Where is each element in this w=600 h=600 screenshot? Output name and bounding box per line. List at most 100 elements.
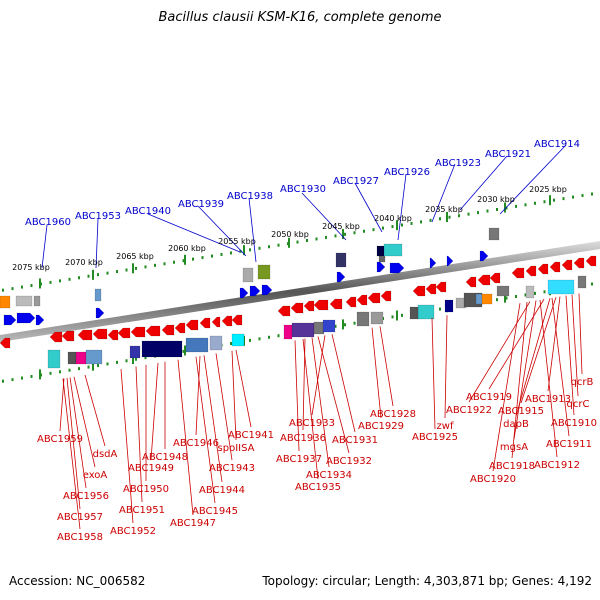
forward-gene-arrow (261, 284, 273, 296)
major-tick (243, 245, 245, 256)
tick-dot (182, 259, 185, 263)
reverse-gene-arrow (174, 322, 186, 334)
tick-dot (344, 232, 346, 236)
major-tick (184, 345, 186, 356)
leader-line (84, 374, 106, 447)
accession-text: Accession: NC_006582 (9, 574, 146, 588)
bottom-gene-label: ABC1948 (142, 452, 188, 463)
major-tick (504, 202, 506, 213)
leader-line (551, 297, 570, 437)
bottom-gene-label: ABC1928 (370, 409, 416, 420)
feature-box (0, 295, 11, 309)
tick-dot (306, 239, 308, 243)
tick-dot (515, 204, 517, 208)
tick-dot (344, 323, 346, 327)
tick-dot (363, 229, 365, 233)
major-tick (549, 195, 551, 206)
leader-line (41, 224, 48, 269)
bottom-gene-label: ABC1918 (489, 461, 535, 472)
bottom-gene-label: ABC1919 (466, 392, 512, 403)
scale-label: 2025 kbp (529, 185, 567, 194)
tick-dot (296, 240, 299, 244)
tick-dot (334, 234, 337, 238)
scale-label: 2055 kbp (218, 237, 256, 246)
tick-dot (249, 338, 251, 342)
tick-dot (325, 235, 327, 239)
leader-line (492, 303, 521, 472)
forward-gene-arrow (95, 307, 105, 319)
tick-dot (401, 223, 403, 227)
tick-dot (439, 217, 441, 221)
scale-label: 2050 kbp (271, 230, 309, 239)
reverse-gene-arrow (185, 319, 199, 331)
tick-dot (553, 198, 555, 202)
reverse-gene-arrow (211, 316, 221, 328)
topology-text: Topology: circular; Length: 4,303,871 bp… (262, 574, 592, 588)
tick-dot (391, 225, 394, 229)
bottom-gene-label: ABC1941 (228, 430, 274, 441)
reverse-gene-arrow (221, 315, 233, 327)
tick-dot (581, 194, 584, 198)
tick-dot (59, 279, 61, 283)
forward-gene-arrow (429, 257, 437, 269)
leader-line (195, 356, 216, 504)
major-tick (184, 254, 186, 265)
leader-line (571, 294, 579, 397)
tick-dot (486, 209, 489, 213)
feature-box (47, 349, 61, 369)
reverse-gene-arrow (161, 324, 175, 336)
feature-box (378, 255, 386, 263)
tick-dot (496, 298, 498, 302)
scale-labels: 2025 kbp 2030 kbp 2035 kbp 2040 kbp 2045 kbp… (12, 185, 567, 272)
major-tick (396, 220, 398, 231)
tick-dot (268, 245, 270, 249)
major-tick (132, 263, 134, 274)
scale-label: 2045 kbp (322, 222, 360, 231)
tick-dot (230, 251, 232, 255)
tick-dot (239, 249, 242, 253)
feature-box (409, 306, 419, 320)
top-gene-label: ABC1921 (485, 149, 531, 160)
top-gene-label: ABC1940 (125, 206, 171, 217)
top-gene-label: ABC1953 (75, 211, 121, 222)
tick-dot (591, 192, 593, 196)
feature-box (417, 304, 435, 320)
tick-dot (391, 315, 394, 319)
forward-gene-arrow (336, 271, 346, 283)
leader-line (248, 197, 257, 263)
feature-box (67, 351, 77, 365)
leader-line (431, 163, 456, 223)
top-gene-label: ABC1960 (25, 217, 71, 228)
feature-box (481, 293, 493, 305)
tick-dot (268, 335, 270, 339)
tick-dot (78, 276, 80, 280)
leader-line (539, 299, 558, 458)
major-tick (39, 278, 41, 289)
tick-dot (524, 203, 527, 207)
reverse-gene-arrow (61, 330, 75, 342)
tick-dot (249, 248, 251, 252)
forward-gene-arrow (249, 285, 261, 297)
leader-line (235, 349, 252, 428)
feature-box (257, 264, 271, 280)
bottom-gene-label: ABC1931 (332, 435, 378, 446)
tick-dot (230, 342, 232, 346)
leader-line (215, 353, 233, 461)
bottom-gene-label: ABC1910 (551, 418, 597, 429)
bottom-gene-label: ABC1932 (326, 456, 372, 467)
gene-features (0, 227, 597, 369)
tick-dot (401, 313, 403, 317)
leader-line (62, 378, 81, 530)
tick-dot (21, 376, 23, 380)
forward-gene-arrow (479, 250, 489, 262)
bottom-gene-label: ABC1949 (128, 463, 174, 474)
tick-dot (2, 379, 4, 383)
bottom-gene-label: ABC1943 (209, 463, 255, 474)
bottom-gene-label: ABC1944 (199, 485, 245, 496)
leader-line (147, 213, 241, 253)
leader-line (66, 377, 81, 510)
reverse-gene-arrow (107, 329, 119, 341)
scale-label: 2060 kbp (168, 244, 206, 253)
bottom-gene-label: qcrC (567, 399, 590, 410)
tick-dot (258, 246, 261, 250)
